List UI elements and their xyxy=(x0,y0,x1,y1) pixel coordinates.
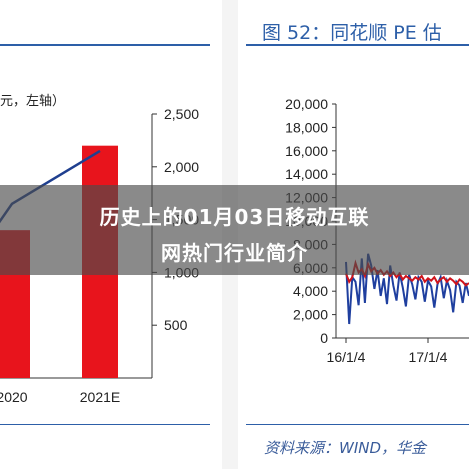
headline-line-2: 网热门行业简介 xyxy=(161,241,308,265)
y-tick-label: 20,000 xyxy=(285,96,328,112)
left-header-rule xyxy=(0,44,210,46)
left-footer-rule xyxy=(0,424,210,425)
y-tick-label: 500 xyxy=(164,317,188,333)
headline-overlay[interactable]: 历史上的01月03日移动互联 网热门行业简介 xyxy=(0,185,469,275)
y-tick-label: 4,000 xyxy=(293,283,328,299)
right-figure-title: 图 52：同花顺 PE 估 xyxy=(262,22,442,44)
x-tick-label: 17/1/4 xyxy=(409,349,448,365)
y-tick-label: 16,000 xyxy=(285,143,328,159)
y-tick-label: 18,000 xyxy=(285,119,328,135)
x-tick-label: 2020 xyxy=(0,389,28,405)
y-tick-label: 0 xyxy=(320,330,328,346)
headline-line-1: 历史上的01月03日移动互联 xyxy=(99,205,370,229)
y-tick-label: 2,500 xyxy=(164,106,199,122)
x-tick-label: 2021E xyxy=(80,389,120,405)
left-axis-label: 元，左轴） xyxy=(0,93,66,108)
series-line-0 xyxy=(345,253,469,325)
y-tick-label: 14,000 xyxy=(285,166,328,182)
x-tick-label: 16/1/4 xyxy=(327,349,366,365)
source-note: 资料来源：WIND，华金 xyxy=(264,439,427,457)
y-tick-label: 2,000 xyxy=(293,307,328,323)
right-header-rule xyxy=(246,44,469,46)
right-footer-rule xyxy=(246,424,469,425)
y-tick-label: 2,000 xyxy=(164,159,199,175)
